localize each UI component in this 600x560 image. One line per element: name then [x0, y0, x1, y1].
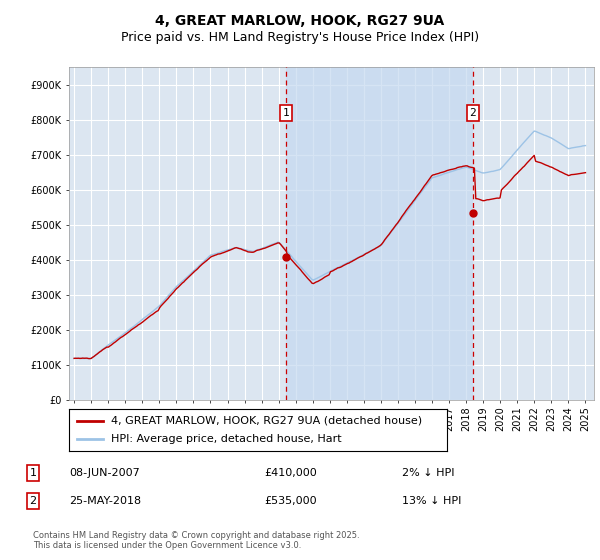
Text: 1: 1 — [283, 108, 290, 118]
Text: 13% ↓ HPI: 13% ↓ HPI — [402, 496, 461, 506]
Text: 4, GREAT MARLOW, HOOK, RG27 9UA (detached house): 4, GREAT MARLOW, HOOK, RG27 9UA (detache… — [110, 416, 422, 426]
Text: £535,000: £535,000 — [264, 496, 317, 506]
Text: 08-JUN-2007: 08-JUN-2007 — [69, 468, 140, 478]
Text: 2: 2 — [29, 496, 37, 506]
Text: 4, GREAT MARLOW, HOOK, RG27 9UA: 4, GREAT MARLOW, HOOK, RG27 9UA — [155, 14, 445, 28]
Text: £410,000: £410,000 — [264, 468, 317, 478]
Text: 25-MAY-2018: 25-MAY-2018 — [69, 496, 141, 506]
Text: HPI: Average price, detached house, Hart: HPI: Average price, detached house, Hart — [110, 434, 341, 444]
Text: 2% ↓ HPI: 2% ↓ HPI — [402, 468, 455, 478]
Text: 1: 1 — [29, 468, 37, 478]
Text: 2: 2 — [470, 108, 476, 118]
Text: Price paid vs. HM Land Registry's House Price Index (HPI): Price paid vs. HM Land Registry's House … — [121, 31, 479, 44]
Bar — [286, 67, 473, 400]
Text: Contains HM Land Registry data © Crown copyright and database right 2025.
This d: Contains HM Land Registry data © Crown c… — [33, 531, 359, 550]
